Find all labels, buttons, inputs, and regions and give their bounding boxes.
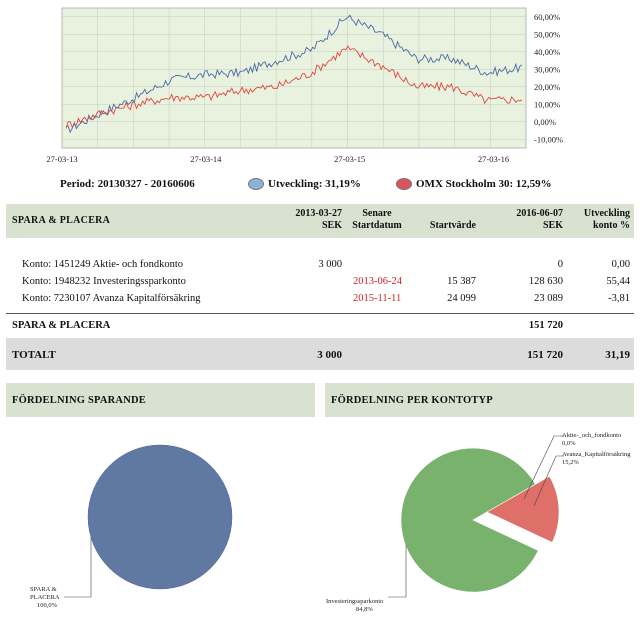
col-end-date: 2016-06-07 [516, 208, 563, 219]
pie-label-investering-name: Investeringssparkonto [326, 598, 383, 605]
account-name: Konto: 7230107 Avanza Kapitalförsäkring [22, 293, 201, 304]
section-sum-row: SPARA & PLACERA 151 720 [6, 320, 634, 342]
end-value: 0 [557, 259, 563, 270]
pie-label-value: 100,0% [37, 602, 58, 609]
col-dev-2: konto % [593, 220, 630, 231]
later-date: 2015-11-11 [353, 293, 402, 304]
pie-label-investering-value: 84,8% [356, 606, 373, 613]
total-dev: 31,19 [605, 349, 630, 361]
col-later-2: Startdatum [352, 220, 402, 231]
pie-slice-investering [400, 447, 539, 593]
account-name: Konto: 1948232 Investeringssparkonto [22, 276, 186, 287]
total-end: 151 720 [527, 349, 563, 361]
y-tick-label: 20,00% [534, 82, 560, 92]
pie-label-avanza-value: 15,2% [562, 459, 579, 466]
section-title: SPARA & PLACERA [12, 215, 111, 226]
total-label: TOTALT [12, 349, 56, 361]
table-row: Konto: 1948232 Investeringssparkonto 201… [6, 276, 634, 292]
x-tick-label: 27-03-16 [478, 154, 509, 164]
total-start: 3 000 [317, 349, 342, 361]
legend-label-portfolio: Utveckling: 31,19% [268, 178, 361, 190]
pie-slice-avanza [486, 475, 560, 543]
x-tick-label: 27-03-14 [190, 154, 222, 164]
chart-legend: Period: 20130327 - 20160606 Utveckling: … [0, 178, 640, 194]
legend-swatch-blue [248, 178, 264, 190]
pie-slice-spara-placera [87, 444, 233, 590]
plot-area [61, 7, 527, 149]
startvarde: 24 099 [447, 293, 476, 304]
col-start-date: 2013-03-27 [295, 208, 342, 219]
pie-slices [400, 447, 560, 593]
col-end-unit: SEK [542, 220, 563, 231]
pie-left-title: FÖRDELNING SPARANDE [6, 383, 315, 417]
later-date: 2013-06-24 [353, 276, 402, 287]
dev-percent: 0,00 [611, 259, 630, 270]
legend-swatch-red [396, 178, 412, 190]
table-header: SPARA & PLACERA 2013-03-27 SEK Senare St… [6, 204, 634, 238]
col-dev-1: Utveckling [583, 208, 630, 219]
pie-slice-aktie [472, 519, 539, 551]
y-tick-label: 30,00% [534, 64, 560, 74]
pie-label-aktie-value: 0,0% [562, 440, 576, 447]
pie-label-name-2: PLACERA [30, 594, 60, 601]
sum-label: SPARA & PLACERA [12, 320, 111, 331]
col-header-startvarde: Startvärde [429, 220, 476, 231]
pie-leader-investering [388, 545, 407, 598]
col-header-end: 2016-06-07 SEK [493, 208, 563, 232]
col-header-start: 2013-03-27 SEK [272, 208, 342, 232]
pie-chart-sparande: SPARA & PLACERA 100,0% [30, 444, 233, 609]
col-later-1: Senare [362, 208, 392, 219]
y-tick-label: 60,00% [534, 12, 560, 22]
dev-percent: -3,81 [608, 293, 630, 304]
legend-item-omx: OMX Stockholm 30: 12,59% [396, 178, 552, 190]
y-tick-label: 10,00% [534, 99, 560, 109]
table-row: Konto: 7230107 Avanza Kapitalförsäkring … [6, 293, 634, 309]
period-label: Period: 20130327 - 20160606 [60, 178, 195, 190]
y-tick-label: 50,00% [534, 29, 560, 39]
series-line-omx [65, 45, 523, 129]
line-chart: 60,00% 50,00% 40,00% 30,00% 20,00% 10,00% 0,00… [46, 7, 563, 164]
series-line-portfolio [65, 14, 523, 134]
y-tick-label: 0,00% [534, 117, 556, 127]
col-header-later: Senare Startdatum [342, 208, 412, 232]
performance-chart: 60,00% 50,00% 40,00% 30,00% 20,00% 10,00% 0,00… [0, 0, 640, 195]
pie-leader-aktie [523, 435, 564, 500]
pie-leader-avanza [533, 455, 564, 507]
end-value: 128 630 [528, 276, 563, 287]
col-header-dev: Utveckling konto % [570, 208, 630, 232]
total-row: TOTALT 3 000 151 720 31,19 [6, 338, 634, 370]
legend-label-omx: OMX Stockholm 30: 12,59% [416, 178, 552, 190]
col-start-unit: SEK [321, 220, 342, 231]
table-divider [6, 313, 634, 314]
table-row: Konto: 1451249 Aktie- och fondkonto 3 00… [6, 259, 634, 275]
pie-label-aktie-name: Aktie-_och_fondkonto [562, 432, 621, 439]
dev-percent: 55,44 [606, 276, 630, 287]
account-name: Konto: 1451249 Aktie- och fondkonto [22, 259, 183, 270]
startvarde: 15 387 [447, 276, 476, 287]
pie-right-title: FÖRDELNING PER KONTOTYP [325, 383, 634, 417]
sum-end-value: 151 720 [528, 320, 563, 331]
end-value: 23 089 [534, 293, 563, 304]
pie-label-name-1: SPARA & [30, 586, 57, 593]
legend-item-portfolio: Utveckling: 31,19% [248, 178, 361, 190]
x-tick-label: 27-03-15 [334, 154, 365, 164]
y-tick-label: -10,00% [534, 134, 563, 144]
pie-chart-kontotyp: Aktie-_och_fondkonto 0,0% Avanza_Kapital… [326, 432, 631, 613]
start-value: 3 000 [318, 259, 342, 270]
x-tick-label: 27-03-13 [46, 154, 77, 164]
pie-label-avanza-name: Avanza_Kapitalförsäkring [562, 451, 631, 458]
pie-leader-line [64, 538, 92, 598]
y-tick-label: 40,00% [534, 47, 560, 57]
